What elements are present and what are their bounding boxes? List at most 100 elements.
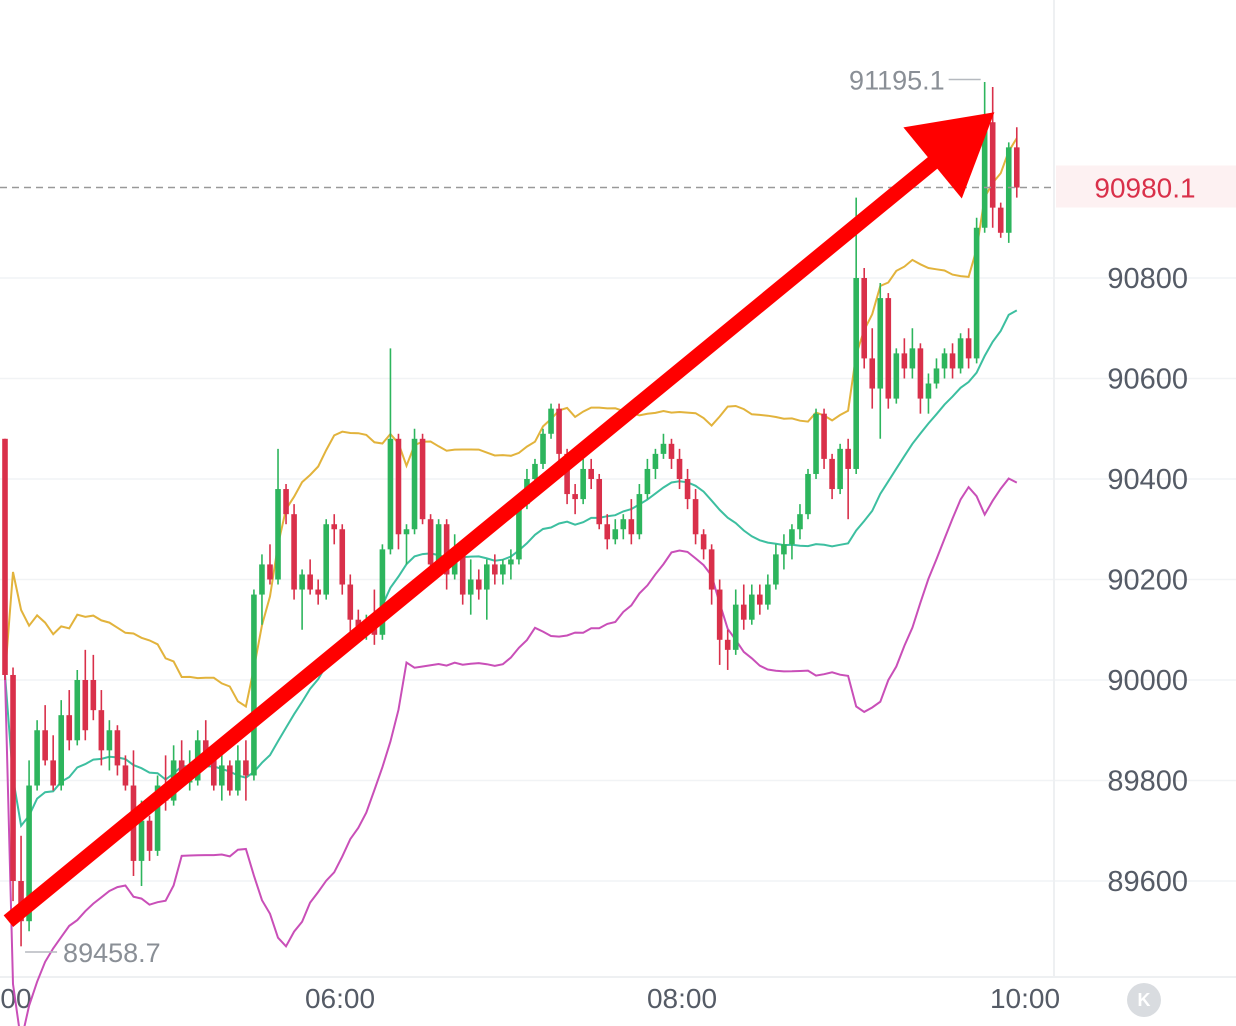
y-tick-label: 89800 (1107, 766, 1188, 798)
candle-body-up (652, 453, 659, 469)
candle-body-up (893, 353, 900, 399)
candle-body-up (805, 473, 811, 515)
candle-body-down (291, 514, 297, 590)
high-label: 91195.1 (849, 65, 945, 95)
candle-body-up (957, 338, 964, 369)
candle-body-up (34, 730, 40, 786)
candle-body-up (877, 298, 884, 389)
candle-body-down (885, 298, 892, 399)
candle-body-up (411, 438, 418, 530)
candle-body-down (82, 680, 89, 731)
candle-body-down (283, 489, 289, 515)
candle-body-down (459, 549, 466, 595)
candle-body-up (275, 489, 281, 580)
candle-body-down (692, 499, 699, 535)
candle-body-down (989, 122, 996, 208)
candle-body-down (740, 604, 747, 620)
candle-body-up (58, 715, 65, 786)
candle-body-up (941, 353, 948, 369)
y-tick-label: 90400 (1107, 464, 1188, 496)
lower-band-line (4, 477, 1018, 1026)
candle-body-down (395, 438, 402, 535)
candle-body-down (315, 589, 321, 595)
candle-body-down (917, 348, 924, 399)
candle-body-down (243, 760, 249, 776)
candle-body-down (949, 353, 956, 369)
candle-body-up (106, 730, 113, 751)
y-tick-label: 90200 (1107, 565, 1188, 597)
candle-body-up (235, 760, 241, 791)
candle-body-up (933, 368, 940, 384)
candle-body-up (732, 604, 739, 650)
low-marker: 89458.7 (25, 938, 161, 968)
candle-body-up (981, 122, 988, 228)
y-tick-label: 90800 (1107, 263, 1188, 295)
candle-body-down (724, 639, 731, 650)
candle-body-up (540, 433, 546, 464)
candle-body-down (122, 765, 129, 786)
candle-body-down (596, 479, 603, 525)
candle-body-up (500, 564, 506, 575)
candle-body-up (516, 504, 522, 560)
candle-body-down (114, 730, 121, 766)
current-price-label: 90980.1 (1094, 172, 1195, 203)
candle-body-down (861, 278, 868, 359)
candle-body-down (1013, 147, 1020, 188)
candle-body-up (484, 564, 490, 590)
low-label: 89458.7 (63, 938, 161, 968)
candle-body-down (443, 524, 450, 575)
price-axis: 90800 90600 90400 90200 90000 89800 8960… (1107, 263, 1188, 898)
trend-arrow-head (903, 112, 995, 199)
current-price-box (1056, 165, 1236, 208)
upper-band-line (4, 137, 1018, 709)
candle-body-up (853, 278, 859, 469)
candle-body-up (548, 408, 554, 434)
candle-body-down (347, 584, 354, 620)
candle-body-up (251, 594, 257, 776)
candle-body-down (556, 408, 562, 454)
current-price-marker: 90980.1 (0, 165, 1236, 208)
k-line-toggle-button[interactable]: K (1127, 983, 1161, 1017)
candle-body-down (10, 674, 16, 881)
candle-body-down (2, 438, 8, 675)
candle-body-up (299, 574, 305, 590)
candle-body-down (307, 574, 313, 590)
candle-body-down (869, 358, 876, 389)
candle-body-up (620, 519, 627, 530)
candle-body-down (18, 881, 24, 922)
x-tick-label: 10:00 (990, 983, 1060, 1014)
candle-body-up (765, 584, 771, 605)
candle-body-down (965, 338, 972, 359)
candle-body-up (1005, 147, 1012, 233)
candle-body-down (90, 680, 97, 711)
candle-body-up (532, 463, 538, 479)
candle-body-down (604, 524, 611, 540)
time-axis: 00 06:00 08:00 10:00 (0, 983, 1060, 1014)
y-tick-label: 90600 (1107, 364, 1188, 396)
candle-body-up (138, 820, 145, 861)
candle-body-up (403, 529, 410, 535)
grid-lines (0, 277, 1236, 882)
candle-body-down (227, 765, 233, 791)
candle-body-up (154, 785, 161, 851)
candle-body-down (267, 564, 273, 580)
candle-body-down (202, 740, 209, 756)
candle-body-down (42, 730, 48, 761)
candle-body-down (98, 710, 105, 751)
candle-body-up (26, 785, 32, 922)
candle-body-down (210, 755, 217, 786)
candle-body-up (925, 383, 932, 399)
candle-body-up (748, 594, 755, 620)
candle-body-down (901, 353, 908, 369)
candle-body-down (700, 534, 707, 550)
candle-body-down (588, 468, 594, 479)
candle-body-up (973, 227, 980, 359)
candle-body-up (660, 443, 667, 454)
candle-body-up (636, 494, 643, 535)
candle-body-up (781, 544, 787, 555)
candle-body-up (773, 554, 779, 585)
candle-body-up (797, 514, 803, 530)
candle-body-up (909, 348, 916, 369)
trend-arrow (3, 112, 995, 927)
candle-body-up (259, 564, 265, 595)
